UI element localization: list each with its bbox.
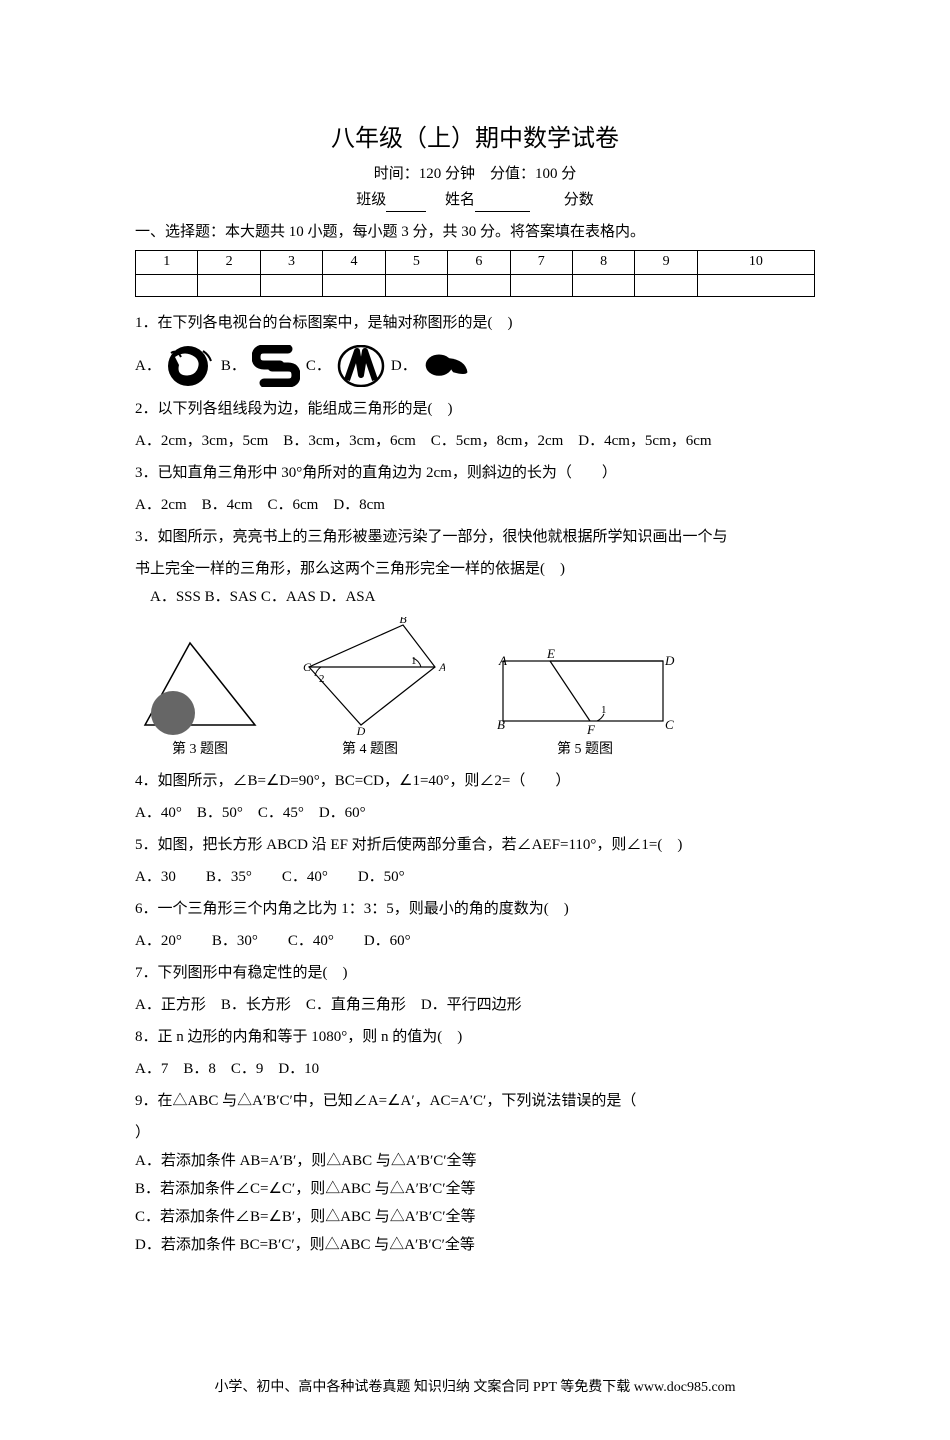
svg-text:E: E [546, 647, 555, 661]
svg-text:A: A [498, 653, 507, 668]
question-9-option-d: D．若添加条件 BC=B′C′，则△ABC 与△A′B′C′全等 [135, 1233, 815, 1257]
question-3b-line2: 书上完全一样的三角形，那么这两个三角形完全一样的依据是( ) [135, 557, 815, 581]
question-9-option-a: A．若添加条件 AB=A′B′，则△ABC 与△A′B′C′全等 [135, 1149, 815, 1173]
score-label: 分数 [564, 192, 594, 208]
option-b-label: B． [221, 354, 246, 378]
grid-answer-cell[interactable] [572, 274, 634, 296]
svg-text:1: 1 [601, 704, 607, 716]
svg-text:1: 1 [411, 655, 417, 667]
grid-answer-cell[interactable] [136, 274, 198, 296]
class-label: 班级 [356, 192, 386, 208]
section-1-header: 一、选择题：本大题共 10 小题，每小题 3 分，共 30 分。将答案填在表格内… [135, 220, 815, 244]
question-3a: 3．已知直角三角形中 30°角所对的直角边为 2cm，则斜边的长为（ ） [135, 461, 815, 485]
svg-text:C: C [665, 717, 674, 732]
svg-text:C: C [303, 660, 312, 674]
question-9-line2: ） [135, 1121, 815, 1145]
grid-header-cell: 2 [198, 251, 260, 274]
svg-text:B: B [497, 717, 505, 732]
logo-options-row: A． B． C． D． [135, 345, 815, 387]
figure-4-label: 第 4 题图 [342, 739, 398, 761]
option-d-label: D． [391, 354, 417, 378]
student-info-line: 班级 姓名 分数 [135, 188, 815, 212]
question-9-line1: 9．在△ABC 与△A′B′C′中，已知∠A=∠A′，AC=A′C′，下列说法错… [135, 1089, 815, 1113]
logo-option-a [167, 345, 215, 387]
grid-answer-cell[interactable] [260, 274, 322, 296]
figure-4: B C A D 1 2 第 4 题图 [295, 617, 445, 761]
grid-header-cell: 10 [697, 251, 814, 274]
question-1: 1．在下列各电视台的台标图案中，是轴对称图形的是( ) [135, 311, 815, 335]
question-9-option-b: B．若添加条件∠C=∠C′，则△ABC 与△A′B′C′全等 [135, 1177, 815, 1201]
grid-answer-cell[interactable] [635, 274, 697, 296]
question-7: 7．下列图形中有稳定性的是( ) [135, 961, 815, 985]
svg-text:B: B [399, 617, 407, 626]
figure-5: A B C D E F 1 第 5 题图 [495, 647, 675, 761]
question-6-options: A．20° B．30° C．40° D．60° [135, 929, 815, 953]
question-3a-options: A．2cm B．4cm C．6cm D．8cm [135, 493, 815, 517]
grid-answer-cell[interactable] [510, 274, 572, 296]
question-5: 5．如图，把长方形 ABCD 沿 EF 对折后使两部分重合，若∠AEF=110°… [135, 833, 815, 857]
question-2-options: A．2cm，3cm，5cm B．3cm，3cm，6cm C．5cm，8cm，2c… [135, 429, 815, 453]
grid-header-cell: 4 [323, 251, 385, 274]
grid-answer-cell[interactable] [385, 274, 447, 296]
grid-header-cell: 5 [385, 251, 447, 274]
figure-3-label: 第 3 题图 [172, 739, 228, 761]
question-3b-line1: 3．如图所示，亮亮书上的三角形被墨迹污染了一部分，很快他就根据所学知识画出一个与 [135, 525, 815, 549]
grid-header-cell: 3 [260, 251, 322, 274]
logo-option-b [252, 345, 300, 387]
grid-answer-cell[interactable] [198, 274, 260, 296]
figures-row: 第 3 题图 B C A D 1 2 第 4 题图 A B C D E F [135, 617, 815, 761]
page-title: 八年级（上）期中数学试卷 [135, 120, 815, 158]
question-2: 2．以下列各组线段为边，能组成三角形的是( ) [135, 397, 815, 421]
question-4: 4．如图所示，∠B=∠D=90°，BC=CD，∠1=40°，则∠2=（ ） [135, 769, 815, 793]
svg-text:A: A [438, 660, 445, 674]
answer-grid-answer-row [136, 274, 815, 296]
answer-grid: 1 2 3 4 5 6 7 8 9 10 [135, 250, 815, 296]
grid-answer-cell[interactable] [323, 274, 385, 296]
grid-header-cell: 9 [635, 251, 697, 274]
option-c-label: C． [306, 354, 331, 378]
page-footer: 小学、初中、高中各种试卷真题 知识归纳 文案合同 PPT 等免费下载 www.d… [135, 1377, 815, 1399]
svg-text:D: D [356, 724, 366, 737]
subtitle: 时间：120 分钟 分值：100 分 [135, 162, 815, 186]
question-9-option-c: C．若添加条件∠B=∠B′，则△ABC 与△A′B′C′全等 [135, 1205, 815, 1229]
grid-answer-cell[interactable] [448, 274, 510, 296]
svg-text:F: F [586, 722, 596, 737]
figure-5-label: 第 5 题图 [557, 739, 613, 761]
question-8-options: A．7 B．8 C．9 D．10 [135, 1057, 815, 1081]
question-6: 6．一个三角形三个内角之比为 1：3：5，则最小的角的度数为( ) [135, 897, 815, 921]
name-label: 姓名 [445, 192, 475, 208]
svg-text:D: D [664, 653, 675, 668]
grid-header-cell: 8 [572, 251, 634, 274]
grid-header-cell: 6 [448, 251, 510, 274]
figure-3: 第 3 题图 [135, 637, 265, 761]
question-3b-options: A．SSS B．SAS C．AAS D．ASA [135, 585, 815, 609]
grid-header-cell: 1 [136, 251, 198, 274]
logo-option-d [423, 345, 471, 387]
answer-grid-header-row: 1 2 3 4 5 6 7 8 9 10 [136, 251, 815, 274]
question-5-options: A．30 B．35° C．40° D．50° [135, 865, 815, 889]
grid-answer-cell[interactable] [697, 274, 814, 296]
class-blank[interactable] [386, 196, 426, 212]
logo-option-c [337, 345, 385, 387]
question-7-options: A．正方形 B．长方形 C．直角三角形 D．平行四边形 [135, 993, 815, 1017]
name-blank[interactable] [475, 196, 530, 212]
question-4-options: A．40° B．50° C．45° D．60° [135, 801, 815, 825]
option-a-label: A． [135, 354, 161, 378]
question-8: 8．正 n 边形的内角和等于 1080°，则 n 的值为( ) [135, 1025, 815, 1049]
grid-header-cell: 7 [510, 251, 572, 274]
svg-text:2: 2 [319, 673, 325, 685]
